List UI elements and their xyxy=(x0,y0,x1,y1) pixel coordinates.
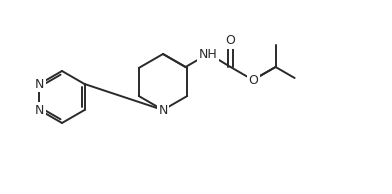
Text: N: N xyxy=(35,77,44,90)
Text: N: N xyxy=(158,104,168,117)
Text: N: N xyxy=(35,104,44,117)
Text: O: O xyxy=(248,74,258,87)
Text: NH: NH xyxy=(199,48,218,61)
Text: O: O xyxy=(226,34,236,47)
